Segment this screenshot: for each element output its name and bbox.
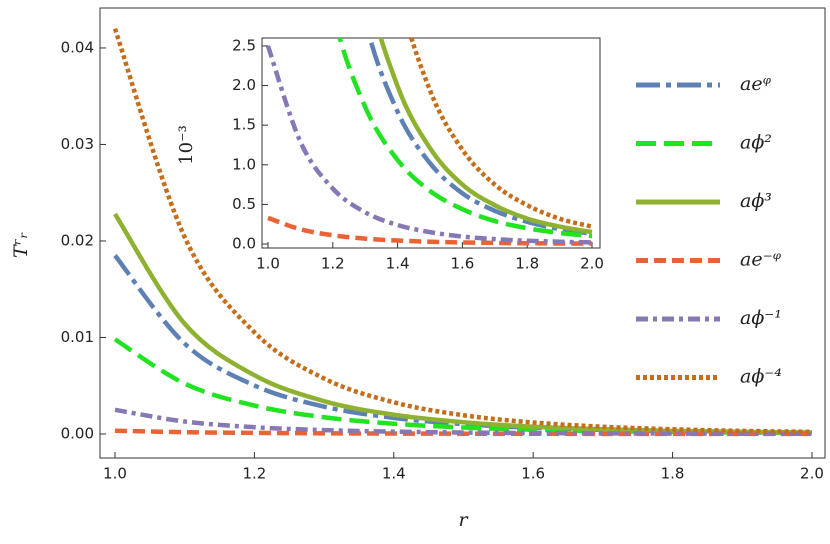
x-tick-label: 1.8 [661,465,685,483]
y-tick-label: 0.02 [61,231,94,249]
y-tick-label: 0.03 [61,135,94,153]
series-line [112,27,812,435]
y-tick-label: 2.5 [232,36,256,54]
legend-label: aϕ⁻⁴ [740,366,782,388]
y-tick-label: 0.5 [232,195,256,213]
series-line [265,45,593,245]
legend-label: ae⁻ᵠ [740,249,782,271]
series-group [265,38,593,246]
series-line [409,38,593,229]
x-axis-label: r [458,509,469,531]
y-tick-label: 0.00 [61,424,94,442]
x-tick-label: 1.2 [321,255,345,273]
x-tick-label: 1.4 [382,465,406,483]
x-tick-label: 1.8 [515,255,539,273]
x-tick-label: 1.6 [450,255,474,273]
x-tick-label: 1.2 [242,465,266,483]
series-line [337,38,593,239]
plot-frame [261,37,601,249]
x-tick-label: 2.0 [580,255,604,273]
series-line [267,215,593,246]
series-group [112,27,812,437]
x-tick-label: 2.0 [800,465,824,483]
legend-label: aϕ³ [740,190,772,212]
y-axis-label: Tʳᵣ [10,232,32,258]
inset-y-label: 10⁻³ [176,125,197,165]
legend-label: aϕ² [740,132,772,154]
legend-label: aϕ⁻¹ [740,307,782,329]
series-line [378,38,593,235]
y-tick-label: 0.0 [232,235,256,253]
x-tick-label: 1.6 [521,465,545,483]
y-tick-label: 1.5 [232,116,256,134]
y-tick-label: 0.04 [61,38,94,56]
legend-label: aeᵠ [740,73,772,95]
x-tick-label: 1.0 [103,465,127,483]
series-line [114,407,812,437]
y-tick-label: 2.0 [232,76,256,94]
y-tick-label: 1.0 [232,155,256,173]
x-tick-label: 1.4 [386,255,410,273]
y-tick-label: 0.01 [61,328,94,346]
x-tick-label: 1.0 [256,255,280,273]
series-line [367,38,593,236]
